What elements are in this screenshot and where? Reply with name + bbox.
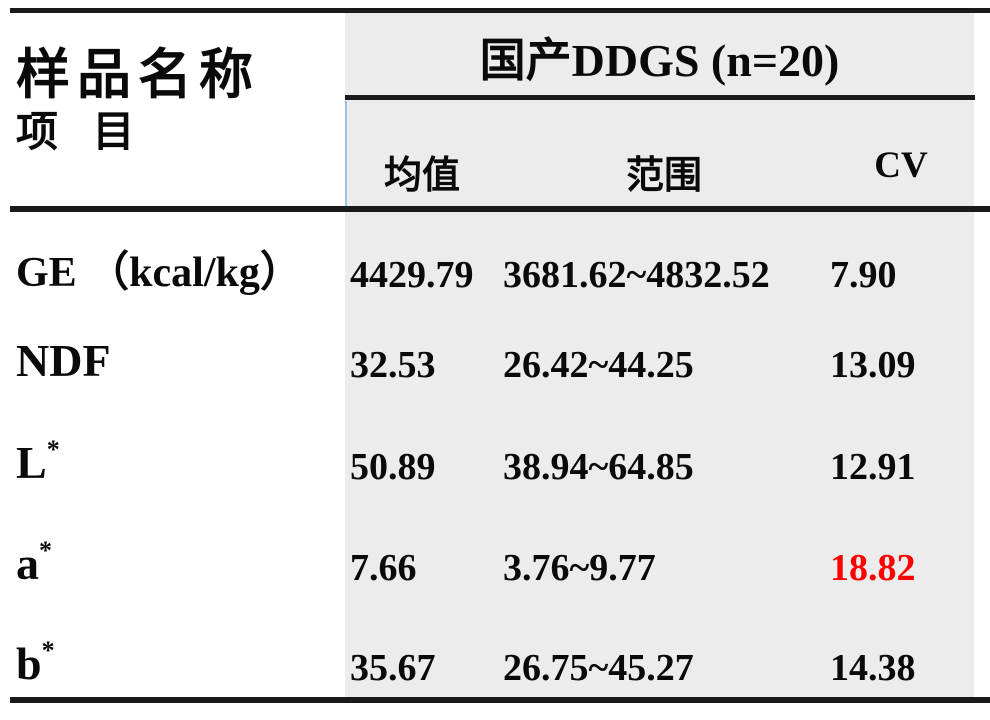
range-value: 3.76~9.77: [503, 547, 656, 589]
table-row: a* 7.66 3.76~9.77 18.82: [0, 523, 990, 589]
mean-value: 32.53: [350, 344, 436, 386]
mean-value: 50.89: [350, 446, 436, 488]
header-bottom-border: [10, 206, 990, 212]
column-header-mean: 均值: [383, 155, 460, 197]
table-row: NDF 32.53 26.42~44.25 13.09: [0, 320, 990, 386]
table-row: L* 50.89 38.94~64.85 12.91: [0, 422, 990, 488]
row-item-label: L*: [16, 437, 60, 488]
stub-header-sample-name: 样品名称: [16, 45, 260, 105]
table-top-border: [10, 8, 990, 13]
range-value: 3681.62~4832.52: [503, 254, 770, 296]
column-header-cv: CV: [874, 145, 928, 186]
row-item-superscript: *: [39, 536, 52, 565]
cv-value: 13.09: [830, 344, 916, 386]
row-item-label: a*: [16, 538, 52, 589]
table-bottom-border: [10, 697, 990, 703]
row-item-label: NDF: [16, 338, 111, 384]
row-item-text: a: [16, 538, 39, 589]
cv-value: 12.91: [830, 446, 916, 488]
stub-header-item: 项 目: [16, 110, 135, 156]
row-item-superscript: *: [46, 435, 60, 464]
mean-value: 4429.79: [350, 254, 474, 296]
row-item-label: b*: [16, 638, 55, 689]
table-row: GE （kcal/kg） 4429.79 3681.62~4832.52 7.9…: [0, 230, 990, 294]
cv-value: 14.38: [830, 647, 916, 689]
row-item-label: GE （kcal/kg）: [16, 252, 302, 294]
row-item-text: GE （kcal/kg）: [16, 250, 302, 296]
cv-value-highlighted: 18.82: [830, 547, 916, 589]
cv-value: 7.90: [830, 254, 897, 296]
mean-value: 7.66: [350, 547, 417, 589]
row-item-superscript: *: [41, 636, 55, 665]
table-row: b* 35.67 26.75~45.27 14.38: [0, 623, 990, 689]
column-header-range: 范围: [625, 155, 702, 197]
mean-value: 35.67: [350, 647, 436, 689]
ddgs-group-background: [345, 13, 974, 697]
range-value: 26.75~45.27: [503, 647, 694, 689]
group-header-underline: [345, 95, 975, 100]
range-value: 38.94~64.85: [503, 446, 694, 488]
mean-cell-left-border: [345, 101, 347, 206]
range-value: 26.42~44.25: [503, 344, 694, 386]
group-header-ddgs: 国产DDGS (n=20): [479, 35, 840, 86]
row-item-text: L: [16, 437, 47, 488]
row-item-text: NDF: [16, 335, 111, 386]
row-item-text: b: [16, 638, 42, 689]
